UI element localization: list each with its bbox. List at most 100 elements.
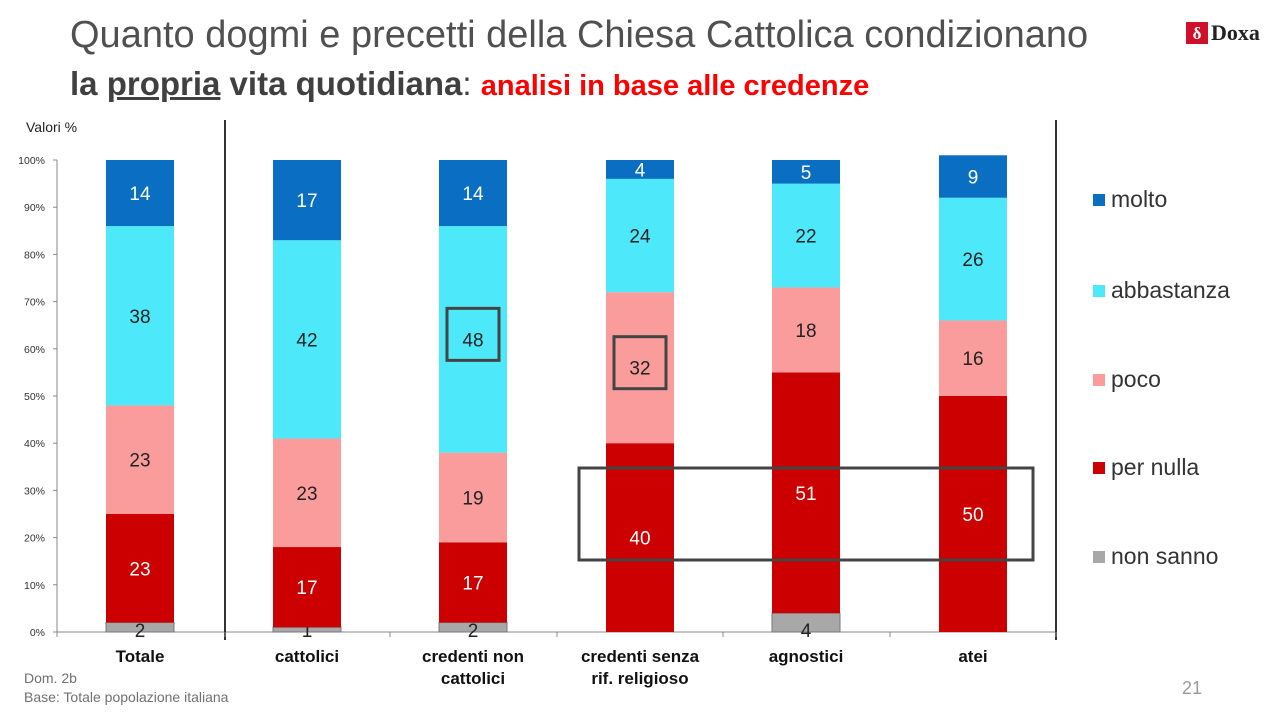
- data-label-per-nulla: 51: [795, 484, 816, 505]
- bar-segment-poco: [106, 405, 174, 514]
- highlight-box: [612, 335, 668, 391]
- footnote-question: Dom. 2b: [24, 670, 77, 686]
- category-label: cattolici: [441, 669, 505, 688]
- bar-segment-poco: [772, 287, 840, 373]
- data-label-poco: 32: [629, 359, 650, 380]
- doxa-logo: δ Doxa: [1186, 20, 1260, 46]
- highlight-box: [445, 306, 501, 362]
- doxa-logo-text: Doxa: [1211, 20, 1260, 45]
- footnote-base: Base: Totale popolazione italiana: [24, 689, 229, 705]
- bar-segment-abbastanza: [606, 178, 674, 293]
- data-label-non-sanno: 2: [468, 621, 479, 642]
- y-tick-label: 20%: [24, 533, 45, 545]
- data-label-abbastanza: 22: [795, 227, 816, 248]
- legend-label-abbastanza: abbastanza: [1111, 277, 1230, 303]
- legend-item-abbastanza: abbastanza: [1093, 277, 1230, 304]
- y-tick-label: 90%: [24, 202, 45, 214]
- data-label-poco: 18: [795, 321, 816, 342]
- bar-segment-per-nulla: [939, 396, 1007, 632]
- legend-item-non-sanno: non sanno: [1093, 543, 1218, 570]
- data-label-abbastanza: 42: [296, 330, 317, 351]
- data-label-per-nulla: 23: [129, 559, 150, 580]
- title-line-2: la propria vita quotidiana: analisi in b…: [70, 62, 869, 108]
- legend-item-poco: poco: [1093, 366, 1161, 393]
- y-tick-label: 80%: [24, 249, 45, 261]
- bar-segment-molto: [106, 160, 174, 227]
- highlight-box-wide: [577, 466, 1035, 562]
- data-label-per-nulla: 17: [462, 573, 483, 594]
- legend-swatch-per-nulla: [1093, 461, 1105, 474]
- title-underlined-word: propria: [106, 65, 221, 102]
- bar-segment-per-nulla: [772, 372, 840, 614]
- doxa-logo-icon: δ: [1186, 22, 1208, 44]
- bar-segment-molto: [939, 155, 1007, 198]
- data-label-abbastanza: 48: [462, 330, 483, 351]
- data-label-molto: 17: [296, 191, 317, 212]
- y-tick-label: 30%: [24, 485, 45, 497]
- y-tick-label: 50%: [24, 391, 45, 403]
- data-label-abbastanza: 24: [629, 227, 651, 248]
- category-label: Totale: [116, 647, 165, 666]
- data-label-per-nulla: 40: [629, 529, 650, 550]
- legend-label-non-sanno: non sanno: [1111, 543, 1219, 569]
- bar-segment-abbastanza: [273, 240, 341, 439]
- title-part-2: vita quotidiana: [220, 65, 463, 102]
- y-tick-label: 0%: [30, 627, 45, 639]
- legend-item-molto: molto: [1093, 186, 1167, 213]
- bar-segment-molto: [273, 160, 341, 241]
- data-label-per-nulla: 17: [296, 578, 317, 599]
- y-tick-label: 40%: [24, 438, 45, 450]
- legend-label-per-nulla: per nulla: [1111, 454, 1200, 480]
- legend-swatch-molto: [1093, 193, 1105, 206]
- category-label: cattolici: [275, 647, 339, 666]
- legend-swatch-non-sanno: [1093, 550, 1105, 563]
- bar-segment-poco: [439, 452, 507, 543]
- legend-swatch-abbastanza: [1093, 284, 1105, 297]
- bar-segment-molto: [439, 160, 507, 227]
- title-colon: :: [462, 65, 481, 102]
- category-label: rif. religioso: [591, 669, 688, 688]
- data-label-poco: 16: [962, 349, 983, 370]
- page-number: 21: [1182, 678, 1203, 698]
- data-label-molto: 14: [129, 184, 151, 205]
- title-line-1: Quanto dogmi e precetti della Chiesa Cat…: [70, 14, 1089, 56]
- bar-segment-abbastanza: [439, 226, 507, 453]
- bar-segment-molto: [772, 160, 840, 184]
- bar-segment-per-nulla: [606, 443, 674, 632]
- data-label-molto: 4: [635, 160, 646, 181]
- bar-segment-abbastanza: [939, 197, 1007, 321]
- data-label-non-sanno: 4: [801, 621, 812, 642]
- data-label-molto: 5: [801, 163, 812, 184]
- data-label-abbastanza: 38: [129, 307, 150, 328]
- category-label: credenti senza: [581, 647, 700, 666]
- bar-segment-poco: [606, 292, 674, 444]
- category-label: credenti non: [422, 647, 524, 666]
- bar-segment-abbastanza: [106, 226, 174, 406]
- bar-segment-per-nulla: [106, 514, 174, 623]
- data-label-poco: 23: [296, 484, 317, 505]
- legend-label-poco: poco: [1111, 366, 1161, 392]
- unit-label: Valori %: [26, 119, 78, 135]
- bar-segment-per-nulla: [273, 547, 341, 628]
- y-tick-label: 70%: [24, 297, 45, 309]
- bar-segment-per-nulla: [439, 542, 507, 623]
- y-tick-label: 100%: [18, 155, 45, 167]
- category-label: atei: [958, 647, 987, 666]
- data-label-non-sanno: 2: [135, 621, 146, 642]
- y-tick-label: 10%: [24, 580, 45, 592]
- data-label-per-nulla: 50: [962, 505, 983, 526]
- data-label-molto: 9: [968, 168, 979, 189]
- data-label-molto: 14: [462, 184, 484, 205]
- bar-segment-poco: [939, 320, 1007, 396]
- bar-segment-poco: [273, 438, 341, 548]
- legend-label-molto: molto: [1111, 186, 1168, 212]
- category-label: agnostici: [769, 647, 844, 666]
- legend-swatch-poco: [1093, 373, 1105, 386]
- bar-segment-abbastanza: [772, 183, 840, 288]
- data-label-poco: 19: [462, 488, 483, 509]
- data-label-abbastanza: 26: [962, 250, 983, 271]
- y-tick-label: 60%: [24, 344, 45, 356]
- bar-segment-non-sanno: [272, 626, 342, 633]
- legend-item-per-nulla: per nulla: [1093, 454, 1199, 481]
